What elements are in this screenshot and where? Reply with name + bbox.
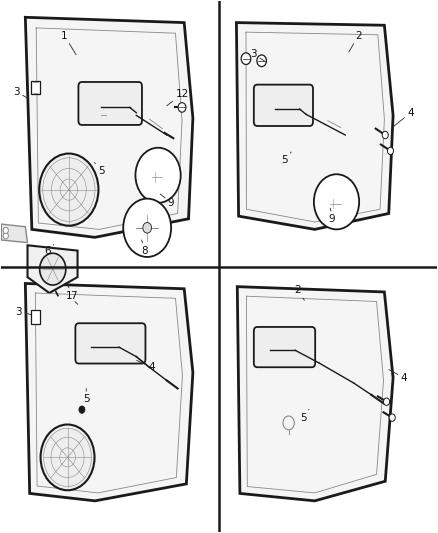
Circle shape — [389, 414, 395, 421]
Polygon shape — [1, 224, 28, 243]
Polygon shape — [28, 245, 78, 293]
Text: 1: 1 — [66, 290, 78, 304]
Text: 4: 4 — [393, 108, 414, 127]
Text: 5: 5 — [83, 389, 89, 404]
Text: 3: 3 — [13, 86, 27, 98]
Text: 8: 8 — [141, 240, 148, 256]
Text: 9: 9 — [329, 208, 336, 224]
Circle shape — [135, 148, 181, 203]
Circle shape — [39, 154, 99, 225]
Circle shape — [178, 103, 186, 112]
Circle shape — [241, 53, 251, 64]
Text: 5: 5 — [300, 409, 309, 423]
Text: 4: 4 — [389, 370, 407, 383]
Circle shape — [79, 406, 85, 414]
FancyBboxPatch shape — [32, 82, 40, 94]
Circle shape — [123, 199, 171, 257]
Circle shape — [382, 131, 389, 139]
Text: 4: 4 — [137, 360, 155, 372]
Circle shape — [41, 424, 95, 490]
Circle shape — [388, 147, 393, 155]
Text: 5: 5 — [281, 152, 291, 165]
Circle shape — [3, 232, 8, 239]
Text: 7: 7 — [68, 286, 77, 301]
Circle shape — [40, 253, 66, 285]
Text: 2: 2 — [349, 31, 362, 52]
Circle shape — [143, 222, 152, 233]
Polygon shape — [25, 17, 193, 237]
Text: 3: 3 — [251, 50, 265, 61]
Text: 6: 6 — [44, 245, 54, 256]
FancyBboxPatch shape — [254, 85, 313, 126]
Text: 5: 5 — [95, 163, 105, 176]
Text: 3: 3 — [15, 306, 32, 317]
FancyBboxPatch shape — [254, 327, 315, 367]
Circle shape — [384, 398, 390, 406]
FancyBboxPatch shape — [78, 82, 142, 125]
Text: 1: 1 — [61, 31, 76, 55]
Text: 2: 2 — [294, 285, 304, 300]
Polygon shape — [237, 22, 393, 229]
Circle shape — [3, 227, 8, 233]
Text: 12: 12 — [167, 89, 189, 106]
Polygon shape — [25, 284, 193, 501]
FancyBboxPatch shape — [75, 323, 145, 364]
Text: 9: 9 — [160, 194, 174, 208]
Circle shape — [257, 55, 266, 67]
Polygon shape — [237, 287, 393, 501]
FancyBboxPatch shape — [31, 310, 40, 324]
Circle shape — [314, 174, 359, 229]
